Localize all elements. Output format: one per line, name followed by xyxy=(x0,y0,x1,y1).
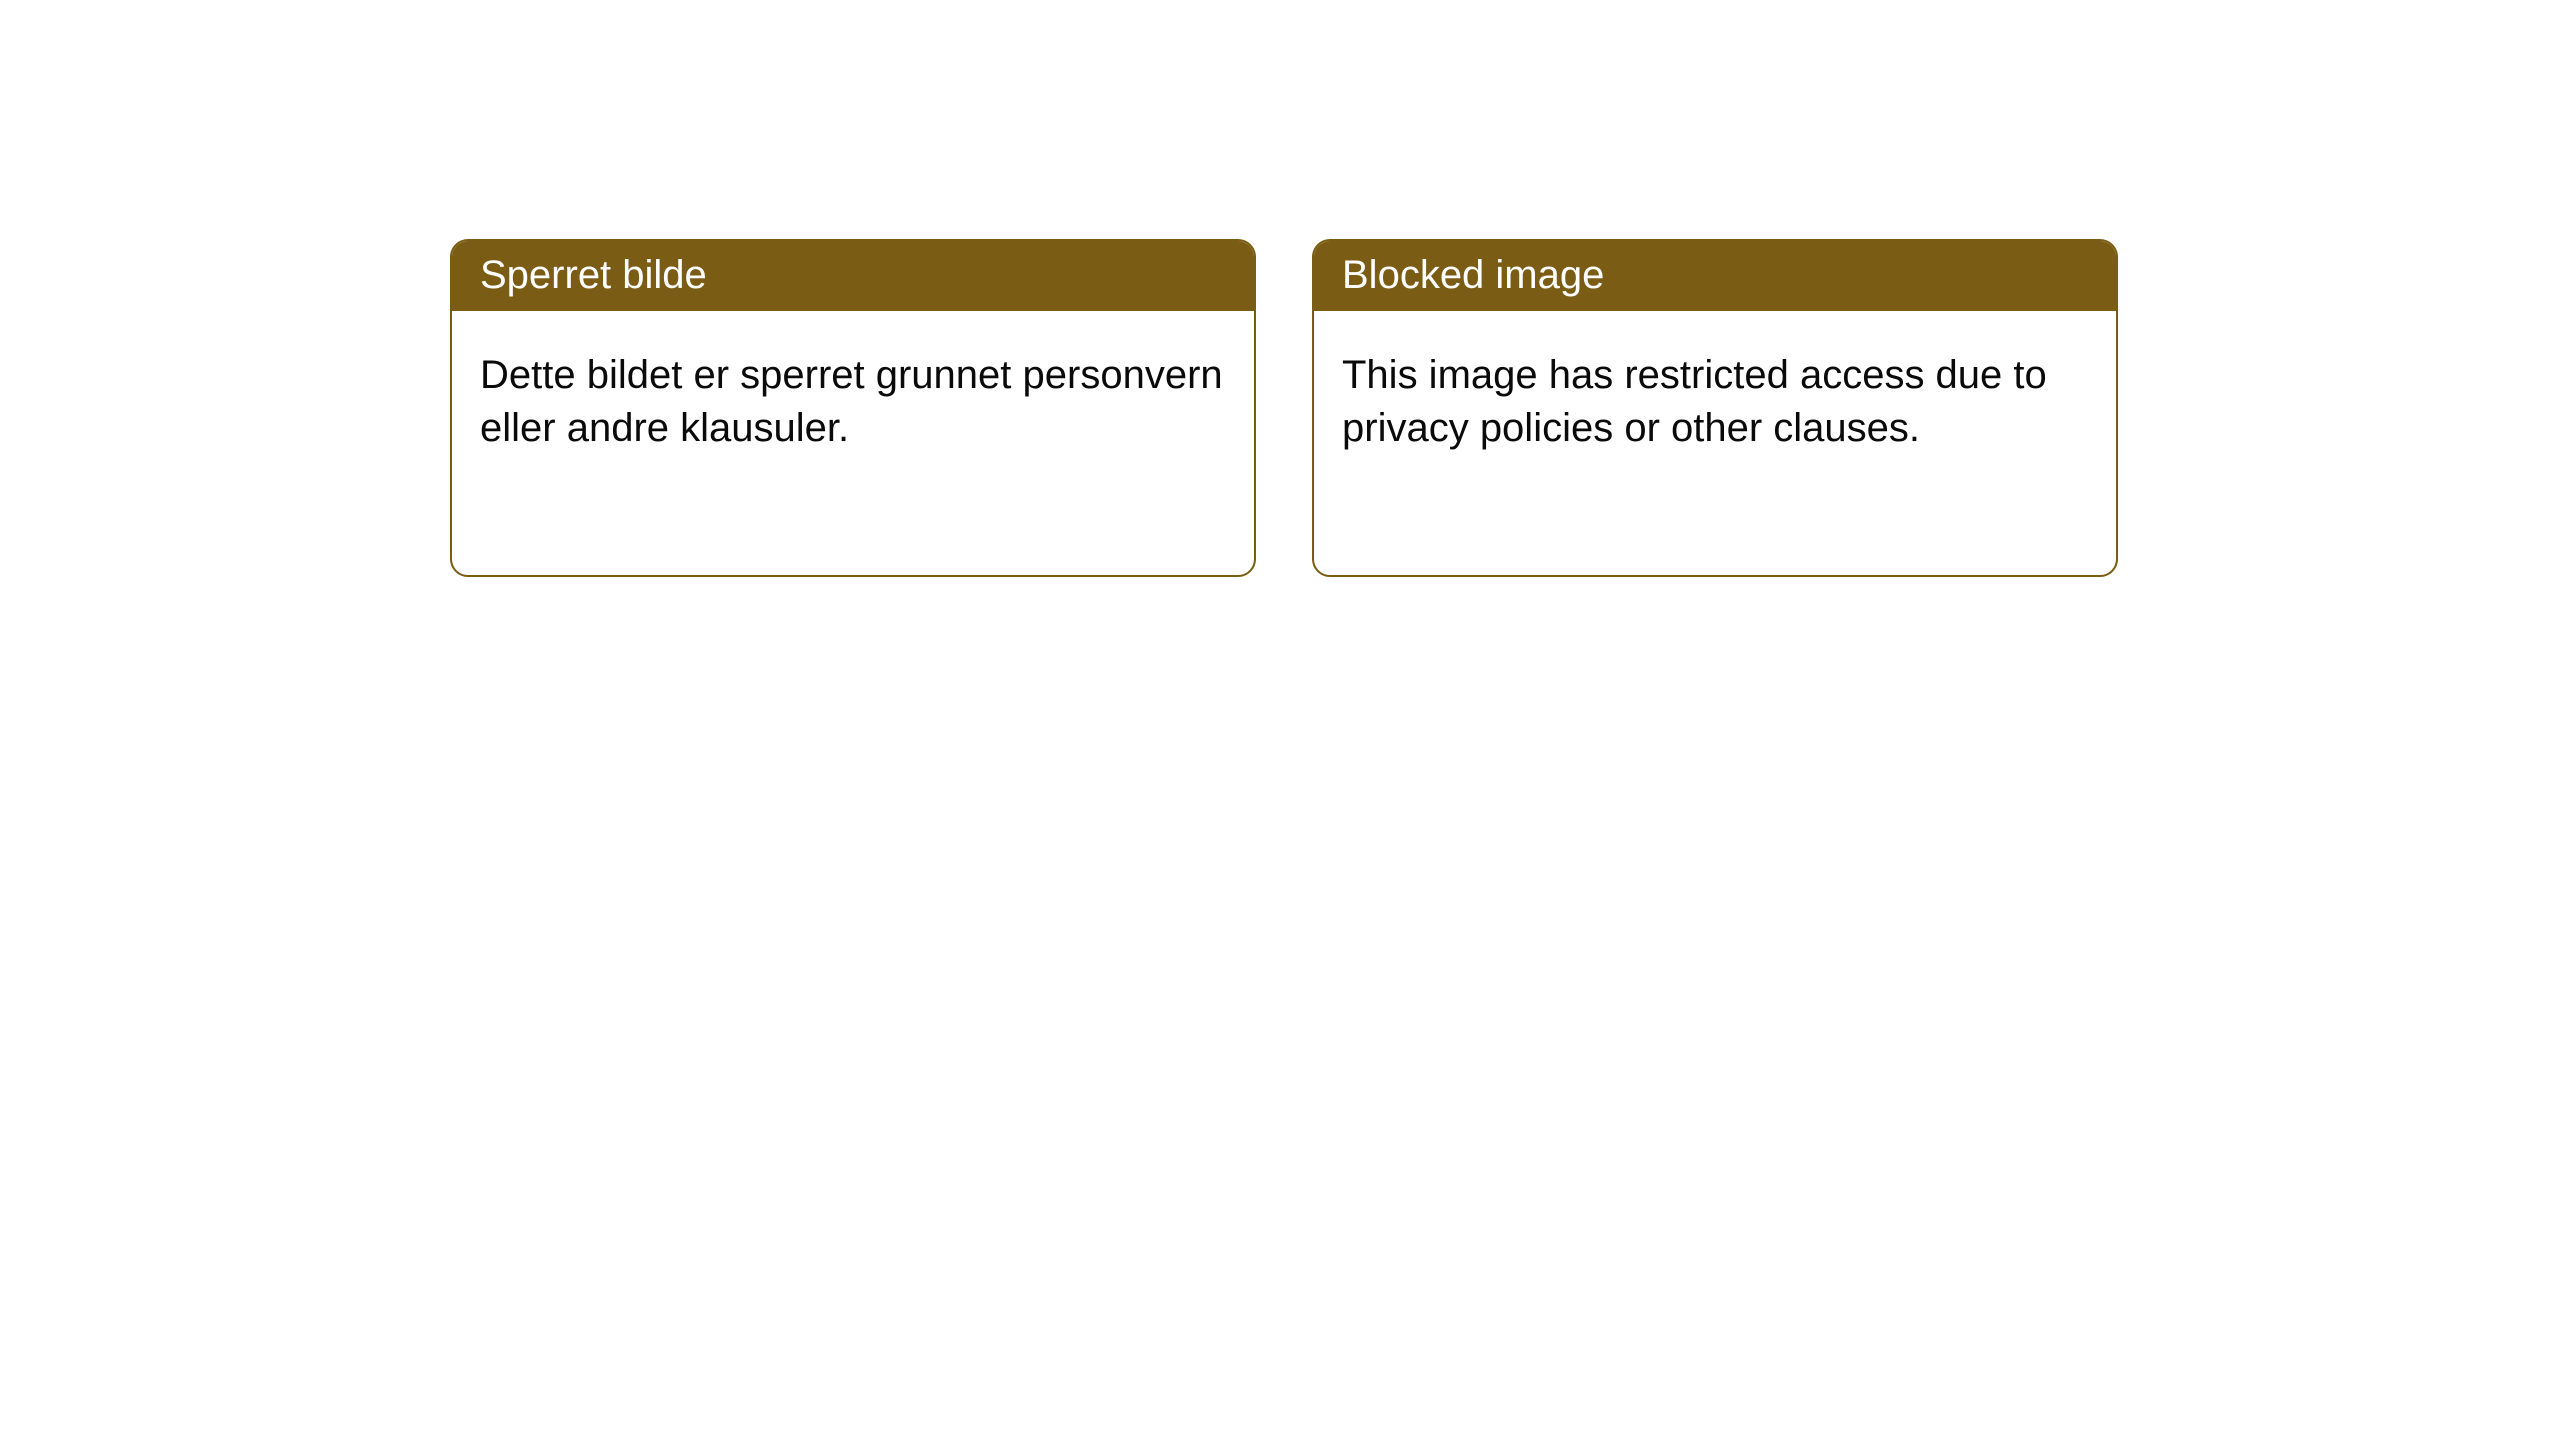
notice-card-no: Sperret bilde Dette bildet er sperret gr… xyxy=(450,239,1256,577)
notice-container: Sperret bilde Dette bildet er sperret gr… xyxy=(0,0,2560,577)
notice-card-en: Blocked image This image has restricted … xyxy=(1312,239,2118,577)
notice-body-en: This image has restricted access due to … xyxy=(1314,311,2116,483)
notice-header-en: Blocked image xyxy=(1314,241,2116,311)
notice-header-no: Sperret bilde xyxy=(452,241,1254,311)
notice-body-no: Dette bildet er sperret grunnet personve… xyxy=(452,311,1254,483)
